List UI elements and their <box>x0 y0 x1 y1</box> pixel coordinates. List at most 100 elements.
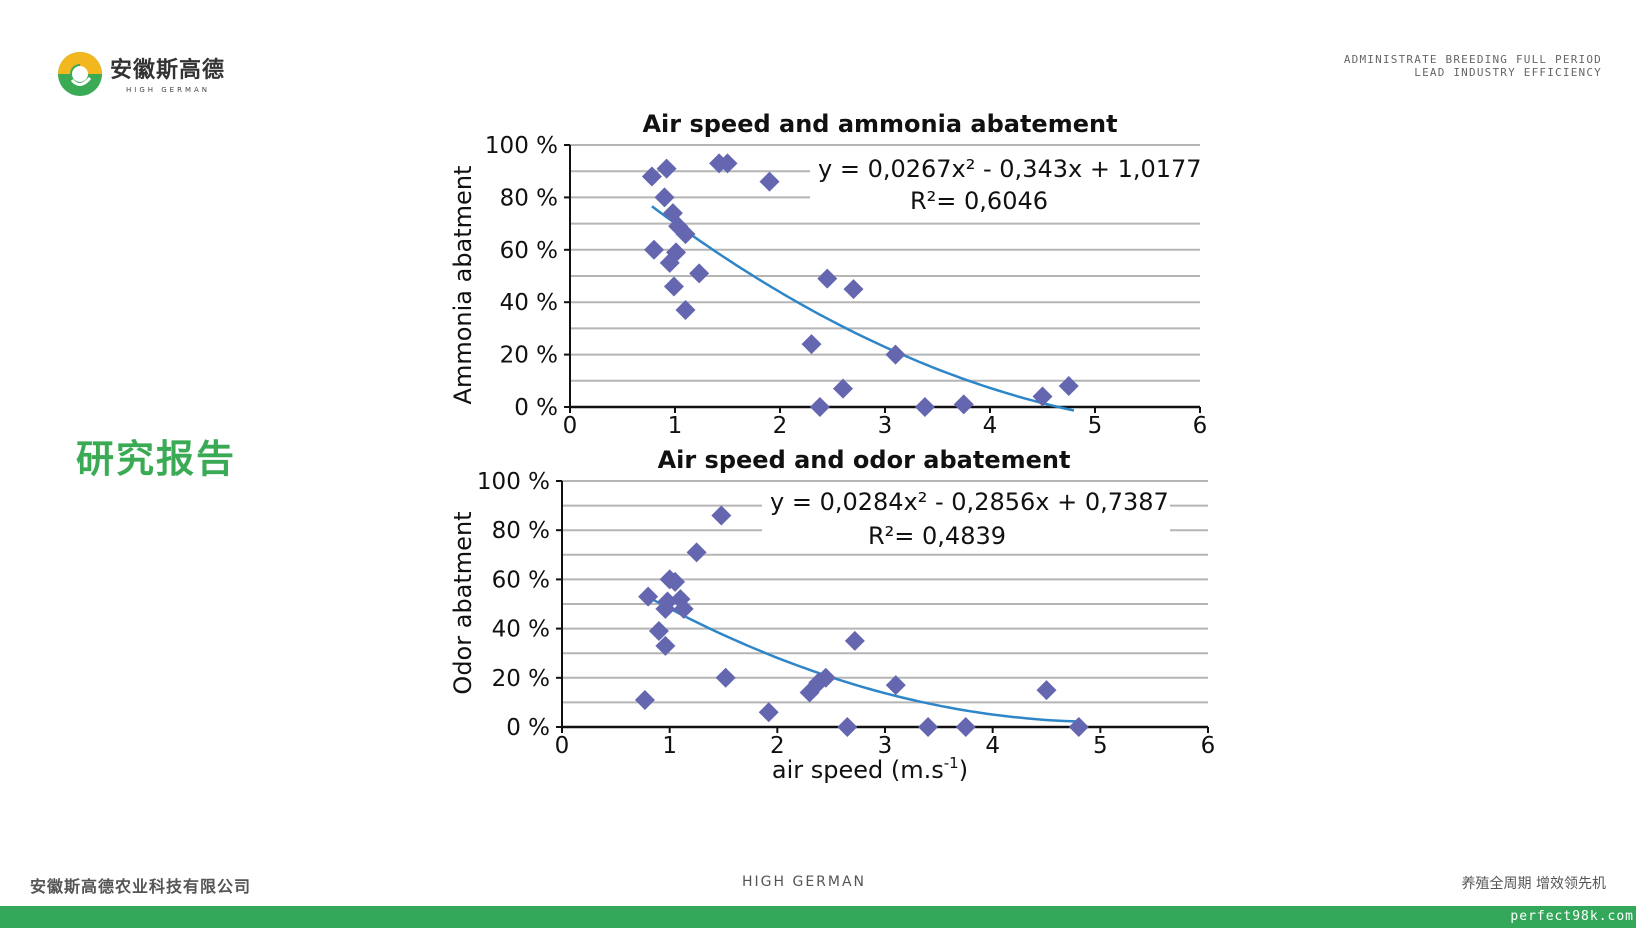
data-points <box>641 153 1079 417</box>
data-point <box>641 166 662 187</box>
data-point <box>644 239 664 260</box>
data-point <box>759 171 780 192</box>
data-point <box>815 667 836 688</box>
company-logo: 安徽斯高德 HIGH GERMAN <box>56 50 246 100</box>
ammonia-chart: Air speed and ammonia abatement Ammonia … <box>449 110 1240 439</box>
x-tick-label: 5 <box>1088 413 1103 439</box>
data-point <box>654 187 675 208</box>
logo-text-en: HIGH GERMAN <box>126 86 211 94</box>
data-point <box>715 667 736 688</box>
x-tick-label: 4 <box>983 413 998 439</box>
data-point <box>668 216 689 237</box>
y-tick-label: 40 % <box>500 290 558 316</box>
x-tick-label: 0 <box>563 413 578 439</box>
data-point <box>1036 680 1057 701</box>
data-point <box>837 717 858 737</box>
y-tick-label: 100 % <box>477 469 550 495</box>
logo-swirl-icon <box>58 52 102 96</box>
data-point <box>675 300 696 321</box>
header-slogan-line2: LEAD INDUSTRY EFFICIENCY <box>1414 66 1602 79</box>
y-tick-label: 20 % <box>500 343 558 369</box>
x-tick-label: 6 <box>1201 733 1216 759</box>
data-point <box>843 279 864 300</box>
data-point <box>634 689 655 710</box>
bottom-bar <box>0 906 1636 928</box>
data-point <box>914 397 935 417</box>
trend-equation: y = 0,0267x² - 0,343x + 1,0177 <box>818 155 1202 183</box>
y-tick-label: 80 % <box>492 518 550 544</box>
footer-brand: HIGH GERMAN <box>742 874 867 890</box>
data-point <box>1032 386 1053 407</box>
y-tick-label: 0 % <box>514 395 558 421</box>
data-point <box>675 224 696 245</box>
data-point <box>659 252 680 273</box>
data-point <box>758 702 779 723</box>
x-axis-label: air speed (m.s-1) <box>772 754 968 784</box>
data-points <box>634 505 1089 737</box>
data-point <box>670 589 691 610</box>
data-point <box>955 717 976 737</box>
x-tick-label: 1 <box>668 413 683 439</box>
data-point <box>665 571 686 592</box>
data-point <box>656 158 677 179</box>
equation-box <box>810 152 1240 214</box>
data-point <box>673 598 694 619</box>
data-point <box>1058 376 1079 397</box>
footer-company: 安徽斯高德农业科技有限公司 <box>30 877 252 896</box>
data-point <box>808 672 829 693</box>
data-point <box>833 378 853 399</box>
data-point <box>885 344 906 365</box>
data-point <box>655 635 676 656</box>
x-tick-label: 6 <box>1193 413 1208 439</box>
x-tick-label: 0 <box>555 733 570 759</box>
y-axis-label: Ammonia abatment <box>449 166 477 405</box>
r-squared: R²= 0,4839 <box>868 522 1006 550</box>
data-point <box>648 621 669 642</box>
equation-box <box>762 488 1170 552</box>
watermark: perfect98k.com <box>1510 909 1634 924</box>
trend-equation: y = 0,0284x² - 0,2856x + 0,7387 <box>770 488 1169 516</box>
y-tick-label: 80 % <box>500 185 558 211</box>
data-point <box>953 394 974 415</box>
chart-title: Air speed and ammonia abatement <box>642 110 1117 138</box>
y-tick-label: 40 % <box>492 617 550 643</box>
data-point <box>717 153 738 174</box>
header-slogan: ADMINISTRATE BREEDING FULL PERIOD LEAD I… <box>1344 53 1602 79</box>
y-tick-label: 60 % <box>500 238 558 264</box>
data-point <box>885 675 906 696</box>
section-title: 研究报告 <box>76 437 237 481</box>
footer-slogan: 养殖全周期 增效领先机 <box>1461 876 1606 892</box>
x-axis-label-sup: -1 <box>944 754 959 772</box>
data-point <box>1068 717 1089 737</box>
y-tick-label: 60 % <box>492 567 550 593</box>
x-tick-label: 2 <box>770 733 785 759</box>
chart-title: Air speed and odor abatement <box>658 448 1071 474</box>
x-tick-label: 5 <box>1093 733 1108 759</box>
odor-chart: Air speed and odor abatement Odor abatme… <box>449 448 1216 784</box>
x-tick-label: 1 <box>662 733 677 759</box>
y-tick-label: 100 % <box>485 133 558 159</box>
data-point <box>689 263 710 284</box>
data-point <box>638 586 659 607</box>
trend-line <box>651 205 1075 412</box>
trend-line <box>645 594 1079 723</box>
x-tick-label: 2 <box>773 413 788 439</box>
y-axis-label: Odor abatment <box>449 511 477 694</box>
x-tick-label: 3 <box>878 413 893 439</box>
data-point <box>809 397 830 417</box>
y-tick-label: 0 % <box>506 715 550 741</box>
x-tick-label: 3 <box>878 733 893 759</box>
x-axis-label-tail: ) <box>959 756 968 784</box>
header-slogan-line1: ADMINISTRATE BREEDING FULL PERIOD <box>1343 53 1602 66</box>
data-point <box>663 276 684 297</box>
data-point <box>918 717 939 737</box>
data-point <box>686 542 707 563</box>
x-axis-label-main: air speed (m.s <box>772 756 944 784</box>
data-point <box>655 598 676 619</box>
data-point <box>801 334 822 355</box>
x-tick-label: 4 <box>985 733 1000 759</box>
logo-text-cn: 安徽斯高德 <box>110 58 226 83</box>
y-tick-label: 20 % <box>492 666 550 692</box>
data-point <box>711 505 732 526</box>
r-squared: R²= 0,6046 <box>910 187 1048 215</box>
